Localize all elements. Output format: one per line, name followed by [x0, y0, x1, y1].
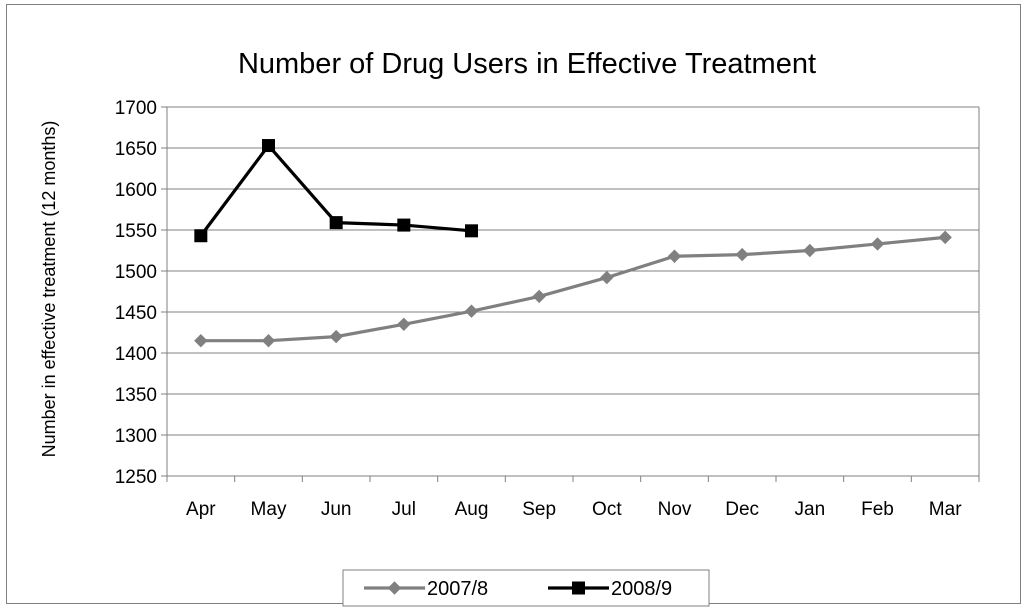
data-point [735, 247, 749, 262]
chart-title: Number of Drug Users in Effective Treatm… [238, 48, 816, 80]
data-point [600, 270, 614, 285]
data-point [329, 216, 343, 230]
series-line [200, 235, 946, 343]
legend-label: 2008/9 [611, 578, 672, 600]
y-tick-label: 1400 [115, 344, 157, 365]
y-axis-title: Number in effective treatment (12 months… [39, 121, 59, 458]
legend-marker [387, 581, 402, 595]
data-point [262, 139, 275, 153]
y-tick-label: 1300 [115, 426, 157, 447]
x-tick-label: Jan [795, 499, 826, 520]
legend-marker [572, 581, 585, 595]
y-tick-label: 1650 [115, 139, 157, 160]
data-point [532, 289, 546, 304]
data-point [803, 243, 817, 258]
data-point [261, 333, 276, 348]
data-point [464, 304, 479, 318]
x-tick-label: Jul [392, 499, 416, 520]
data-point [938, 230, 952, 245]
x-tick-label: Apr [186, 499, 216, 520]
x-tick-label: Oct [592, 499, 622, 520]
data-point [397, 218, 411, 232]
data-point [465, 224, 478, 238]
series-2008/9 [194, 139, 478, 243]
data-point [667, 249, 682, 263]
data-point [194, 333, 208, 348]
data-point [870, 237, 885, 251]
x-tick-label: Aug [455, 499, 489, 520]
y-tick-label: 1350 [115, 385, 157, 406]
x-tick-label: Jun [321, 499, 352, 520]
x-tick-label: Sep [522, 499, 556, 520]
x-tick-label: May [251, 499, 287, 520]
y-tick-label: 1600 [115, 180, 157, 201]
y-tick-label: 1450 [115, 303, 157, 324]
series-2007/8 [194, 230, 952, 348]
plot-area: 1700 1650 1600 1550 1500 1450 1400 1350 1300 1250… [115, 98, 980, 520]
x-tick-label: Nov [658, 499, 692, 520]
x-tick-label: Dec [725, 499, 759, 520]
y-tick-label: 1550 [115, 221, 157, 242]
y-tick-label: 1250 [115, 467, 157, 488]
data-point [329, 329, 343, 344]
x-tick-label: Feb [861, 499, 894, 520]
chart-frame [6, 4, 1021, 604]
x-tick-label: Mar [929, 499, 962, 520]
data-point [194, 229, 208, 243]
data-point [397, 317, 411, 332]
legend: 2007/8 2008/9 [342, 569, 710, 607]
y-tick-label: 1700 [115, 98, 157, 119]
legend-label: 2007/8 [427, 578, 488, 600]
y-tick-label: 1500 [115, 262, 157, 283]
